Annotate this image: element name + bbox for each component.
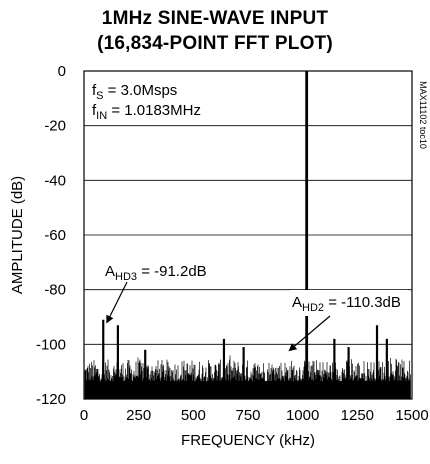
y-tick-label: -60 [44,227,66,244]
x-axis-label: FREQUENCY (kHz) [181,432,315,449]
x-tick-label: 1500 [395,407,428,424]
fin-annotation: fIN = 1.0183MHz [92,102,201,122]
x-tick-label: 250 [126,407,151,424]
ahd3-label-bg [104,258,264,280]
fs-annotation: fS = 3.0Msps [92,82,177,102]
chart-subtitle: (16,834-POINT FFT PLOT) [97,33,333,54]
x-tick-label: 750 [235,407,260,424]
x-tick-label: 500 [181,407,206,424]
ahd3-arrow [106,281,128,324]
x-tick-label: 0 [80,407,88,424]
y-tick-labels: 0 -20 -40 -60 -80 -100 -120 [36,63,66,408]
figure-code-label: MAX11102 toc10 [418,81,428,149]
y-tick-label: -80 [44,282,66,299]
plot-frame [83,70,413,400]
noise-floor [84,355,411,399]
ahd3-annotation: AHD3 = -91.2dB [105,263,207,283]
y-tick-label: -120 [36,391,66,408]
y-axis-label: AMPLITUDE (dB) [9,176,26,294]
chart-title: 1MHz SINE-WAVE INPUT [101,8,329,29]
x-tick-label: 1000 [286,407,319,424]
x-tick-labels: 0 250 500 750 1000 1250 1500 [80,407,429,424]
y-tick-label: 0 [58,63,66,80]
y-tick-label: -100 [36,336,66,353]
spectrum-trace [84,71,411,399]
y-tick-label: -20 [44,118,66,135]
x-tick-label: 1250 [341,407,374,424]
y-tick-label: -40 [44,172,66,189]
ahd2-arrow [288,315,331,352]
ahd2-annotation: AHD2 = -110.3dB [292,294,401,314]
ahd2-label-bg [290,290,408,316]
grid-lines [84,125,412,345]
